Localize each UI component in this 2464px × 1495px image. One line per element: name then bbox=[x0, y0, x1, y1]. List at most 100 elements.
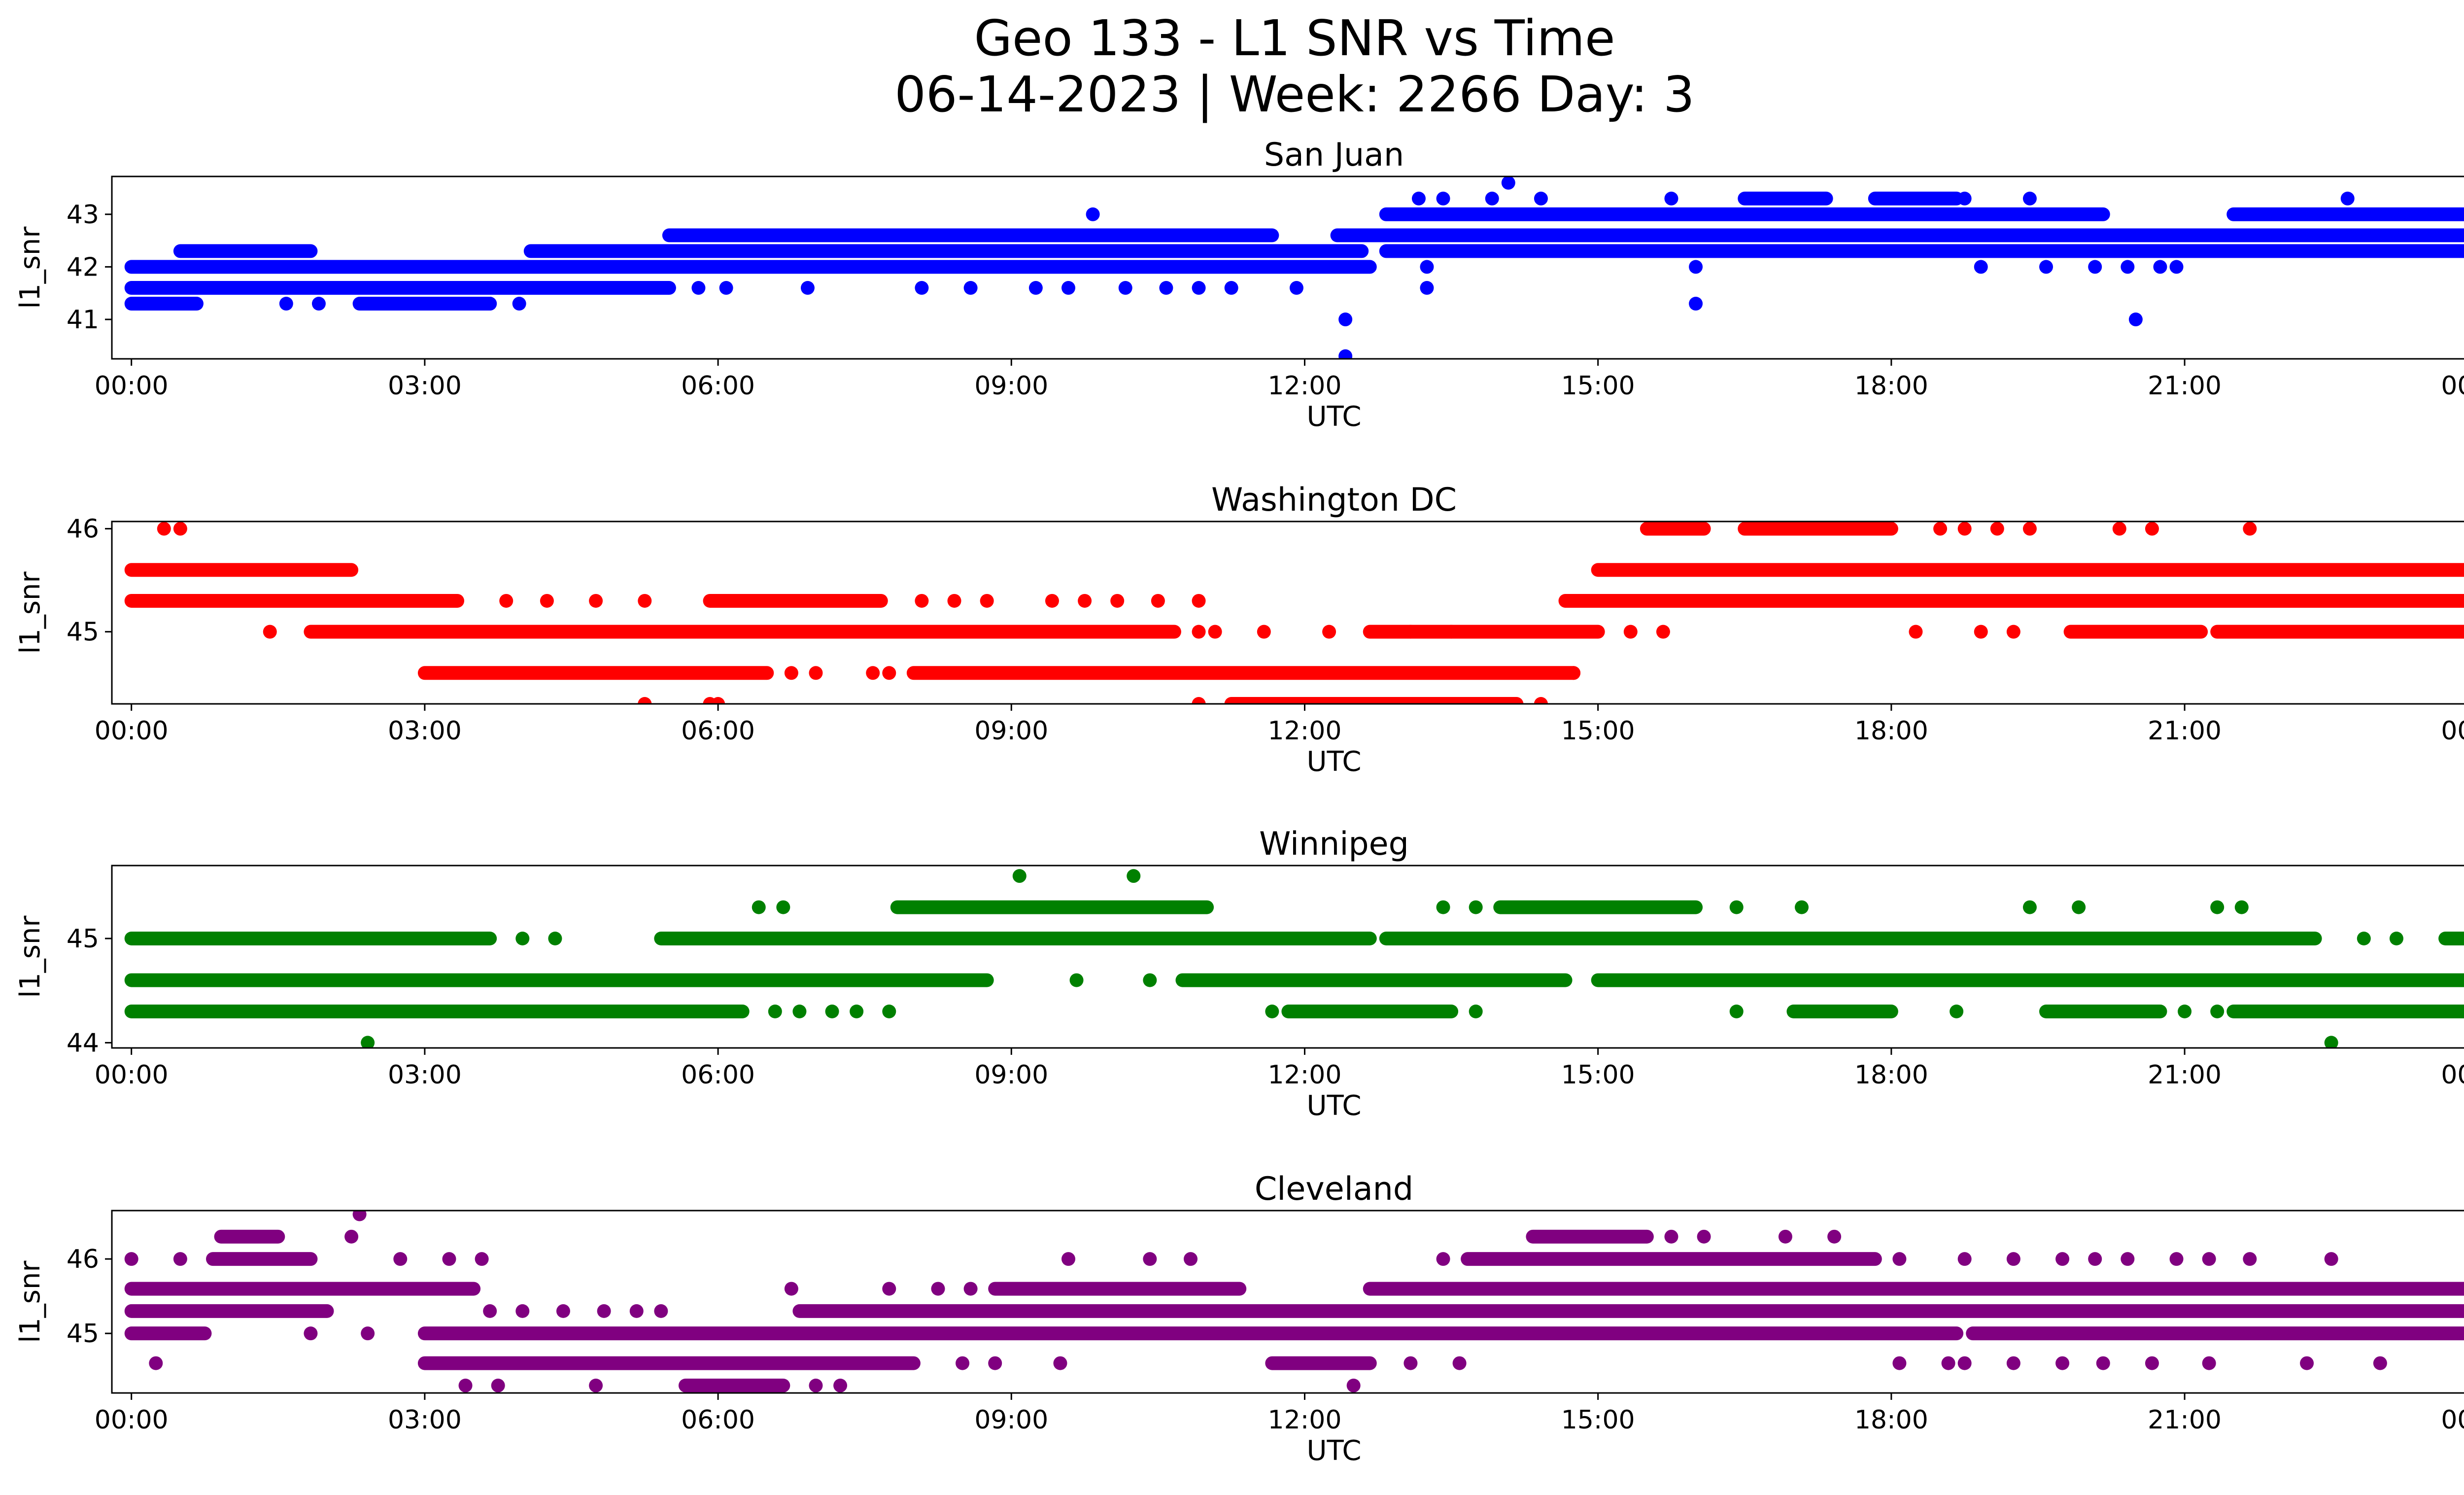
data-point bbox=[263, 625, 277, 639]
data-point bbox=[2324, 1036, 2338, 1048]
data-point bbox=[1892, 1356, 1907, 1370]
data-point bbox=[1892, 1252, 1907, 1266]
data-point bbox=[2243, 522, 2257, 536]
data-point bbox=[1192, 697, 1206, 704]
data-point bbox=[149, 281, 163, 295]
figure-title-line2: 06-14-2023 | Week: 2266 Day: 3 bbox=[894, 66, 1694, 123]
data-point bbox=[963, 281, 978, 295]
data-point bbox=[2340, 191, 2355, 206]
data-point bbox=[1485, 191, 1499, 206]
data-markers bbox=[124, 176, 2464, 359]
data-point bbox=[850, 1005, 864, 1018]
x-tick-label: 12:00 bbox=[1268, 1405, 1342, 1435]
data-point bbox=[1110, 593, 1125, 608]
data-point bbox=[1729, 1005, 1744, 1018]
data-point bbox=[1420, 260, 1434, 274]
data-point bbox=[1957, 1356, 1972, 1370]
data-point bbox=[1012, 869, 1027, 883]
x-tick-label: 09:00 bbox=[974, 371, 1048, 401]
data-point bbox=[1403, 625, 1418, 639]
data-point bbox=[1069, 973, 1084, 987]
data-point bbox=[442, 1252, 456, 1266]
data-point bbox=[800, 281, 815, 295]
data-point bbox=[304, 1326, 318, 1341]
data-point bbox=[2153, 260, 2167, 274]
y-tick-label: 41 bbox=[67, 305, 99, 335]
data-point bbox=[752, 900, 766, 914]
data-point bbox=[1338, 349, 1353, 359]
data-point bbox=[1061, 281, 1076, 295]
subplot-title: Cleveland bbox=[1255, 1171, 1413, 1208]
data-point bbox=[1159, 281, 1173, 295]
data-markers bbox=[124, 522, 2464, 704]
x-tick-label: 00:00 bbox=[2441, 1405, 2464, 1435]
data-point bbox=[1697, 1229, 1711, 1244]
data-point bbox=[2022, 900, 2037, 914]
data-point bbox=[2357, 932, 2371, 945]
data-point bbox=[1436, 1252, 1450, 1266]
data-point bbox=[2006, 1252, 2020, 1266]
y-tick-label: 45 bbox=[67, 618, 99, 647]
data-point bbox=[1078, 593, 1092, 608]
data-point bbox=[1053, 1356, 1067, 1370]
data-point bbox=[2096, 1356, 2110, 1370]
x-tick-label: 12:00 bbox=[1268, 716, 1342, 746]
data-point bbox=[499, 593, 513, 608]
data-point bbox=[458, 1378, 473, 1392]
data-point bbox=[1192, 625, 1206, 639]
data-point bbox=[711, 697, 725, 704]
data-point bbox=[1028, 281, 1043, 295]
data-point bbox=[882, 1282, 896, 1296]
data-point bbox=[2006, 625, 2020, 639]
data-point bbox=[1061, 1252, 1076, 1266]
x-tick-label: 18:00 bbox=[1854, 716, 1928, 746]
data-point bbox=[654, 1304, 668, 1318]
data-point bbox=[2202, 1356, 2216, 1370]
x-tick-label: 15:00 bbox=[1561, 1060, 1635, 1090]
y-axis-label: l1_snr bbox=[14, 571, 46, 654]
y-tick-label: 45 bbox=[67, 924, 99, 954]
y-axis-label: l1_snr bbox=[14, 915, 46, 998]
data-point bbox=[915, 281, 929, 295]
x-tick-label: 15:00 bbox=[1561, 716, 1635, 746]
data-point bbox=[2169, 260, 2184, 274]
data-point bbox=[2202, 1252, 2216, 1266]
data-point bbox=[1664, 191, 1678, 206]
x-tick-label: 03:00 bbox=[388, 371, 462, 401]
data-point bbox=[173, 522, 187, 536]
data-point bbox=[540, 593, 554, 608]
data-point bbox=[1420, 281, 1434, 295]
data-point bbox=[2243, 1252, 2257, 1266]
x-tick-label: 00:00 bbox=[95, 1405, 169, 1435]
axes-frame bbox=[111, 1210, 2464, 1394]
data-point bbox=[2145, 1356, 2159, 1370]
x-tick-label: 06:00 bbox=[681, 371, 755, 401]
data-point bbox=[1143, 973, 1157, 987]
data-point bbox=[1795, 900, 1809, 914]
data-point bbox=[1208, 625, 1222, 639]
data-point bbox=[1444, 625, 1459, 639]
data-point bbox=[124, 1252, 138, 1266]
data-point bbox=[1322, 625, 1336, 639]
x-tick-label: 21:00 bbox=[2148, 716, 2222, 746]
data-point bbox=[2055, 1252, 2070, 1266]
data-point bbox=[2072, 900, 2086, 914]
data-point bbox=[589, 1378, 603, 1392]
data-point bbox=[2112, 522, 2126, 536]
data-point bbox=[2088, 1252, 2102, 1266]
data-point bbox=[809, 666, 823, 680]
data-point bbox=[776, 900, 790, 914]
data-point bbox=[1411, 191, 1426, 206]
data-point bbox=[2121, 1252, 2135, 1266]
data-point bbox=[279, 297, 293, 311]
x-axis-label: UTC bbox=[1306, 746, 1361, 778]
data-point bbox=[1501, 176, 1515, 190]
data-point bbox=[483, 297, 497, 311]
data-point bbox=[638, 697, 652, 704]
data-point bbox=[988, 1356, 1002, 1370]
data-point bbox=[2389, 932, 2403, 945]
x-tick-label: 15:00 bbox=[1561, 371, 1635, 401]
data-point bbox=[882, 1005, 896, 1018]
data-point bbox=[1045, 593, 1059, 608]
